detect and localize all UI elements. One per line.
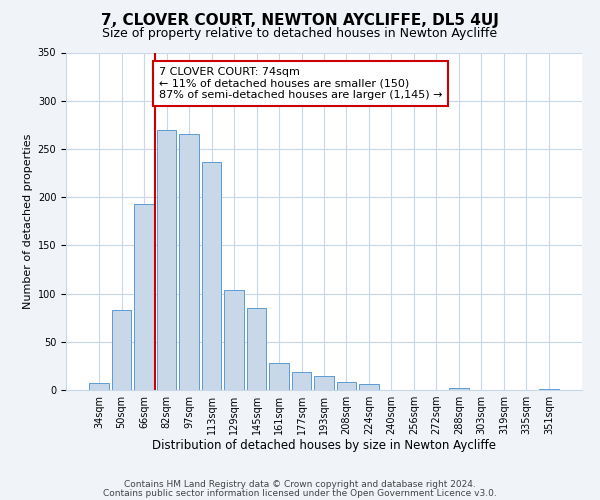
Bar bbox=[157, 130, 176, 390]
Text: Contains public sector information licensed under the Open Government Licence v3: Contains public sector information licen… bbox=[103, 488, 497, 498]
Bar bbox=[337, 382, 356, 390]
Y-axis label: Number of detached properties: Number of detached properties bbox=[23, 134, 34, 309]
Text: Contains HM Land Registry data © Crown copyright and database right 2024.: Contains HM Land Registry data © Crown c… bbox=[124, 480, 476, 489]
Text: Size of property relative to detached houses in Newton Aycliffe: Size of property relative to detached ho… bbox=[103, 28, 497, 40]
Bar bbox=[269, 363, 289, 390]
Bar bbox=[449, 388, 469, 390]
Bar bbox=[359, 384, 379, 390]
Bar bbox=[292, 372, 311, 390]
Bar bbox=[89, 383, 109, 390]
Text: 7, CLOVER COURT, NEWTON AYCLIFFE, DL5 4UJ: 7, CLOVER COURT, NEWTON AYCLIFFE, DL5 4U… bbox=[101, 12, 499, 28]
X-axis label: Distribution of detached houses by size in Newton Aycliffe: Distribution of detached houses by size … bbox=[152, 438, 496, 452]
Bar bbox=[224, 290, 244, 390]
Bar bbox=[539, 389, 559, 390]
Bar bbox=[179, 134, 199, 390]
Bar bbox=[202, 162, 221, 390]
Bar bbox=[314, 376, 334, 390]
Text: 7 CLOVER COURT: 74sqm
← 11% of detached houses are smaller (150)
87% of semi-det: 7 CLOVER COURT: 74sqm ← 11% of detached … bbox=[158, 67, 442, 100]
Bar bbox=[134, 204, 154, 390]
Bar bbox=[247, 308, 266, 390]
Bar bbox=[112, 310, 131, 390]
